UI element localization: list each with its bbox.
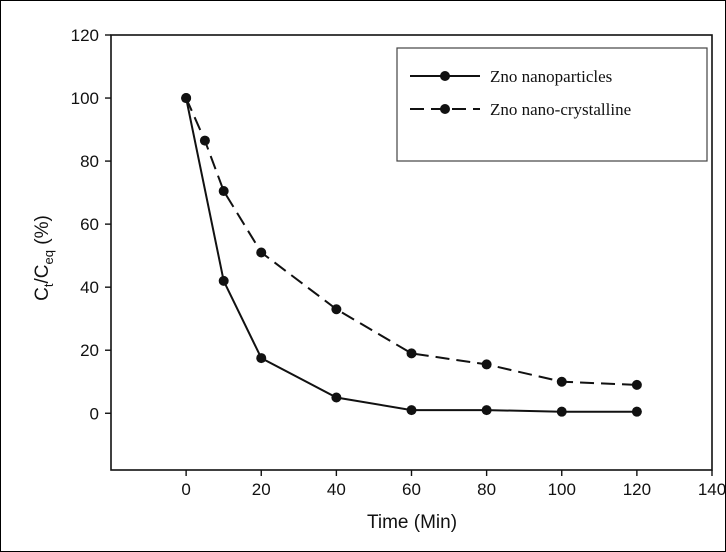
data-point bbox=[481, 359, 492, 370]
legend-marker-nanocrystalline bbox=[440, 104, 450, 114]
x-tick-label: 80 bbox=[477, 480, 496, 499]
data-point bbox=[406, 348, 417, 359]
data-point bbox=[406, 405, 417, 416]
y-tick-label: 40 bbox=[80, 278, 99, 297]
y-tick-label: 120 bbox=[71, 26, 99, 45]
data-point bbox=[631, 406, 642, 417]
y-tick-label: 60 bbox=[80, 215, 99, 234]
legend-box bbox=[396, 47, 708, 162]
x-tick-label: 140 bbox=[698, 480, 726, 499]
x-tick-label: 20 bbox=[252, 480, 271, 499]
legend-label-nanoparticles: Zno nanoparticles bbox=[490, 67, 612, 86]
series-lines bbox=[185, 97, 637, 413]
x-tick-label: 120 bbox=[623, 480, 651, 499]
data-point bbox=[218, 186, 229, 197]
y-axis-label: Ct/Ceq (%) bbox=[32, 215, 56, 301]
x-tick-label: 60 bbox=[402, 480, 421, 499]
series-line-nanocrystalline bbox=[185, 97, 637, 386]
series-line-nanoparticles bbox=[185, 97, 637, 413]
data-point bbox=[556, 376, 567, 387]
data-point bbox=[181, 93, 192, 104]
x-tick-label: 40 bbox=[327, 480, 346, 499]
data-point bbox=[631, 379, 642, 390]
data-point bbox=[481, 405, 492, 416]
data-point bbox=[331, 304, 342, 315]
y-tick-label: 0 bbox=[90, 404, 99, 423]
tick-labels: 0 20 40 60 80 100 120 140 0 20 40 60 80 100 120 bbox=[71, 26, 726, 499]
axes bbox=[105, 34, 713, 476]
data-point bbox=[556, 406, 567, 417]
data-point bbox=[218, 275, 229, 286]
y-tick-label: 80 bbox=[80, 152, 99, 171]
data-point bbox=[199, 135, 210, 146]
x-axis-label: Time (Min) bbox=[367, 512, 457, 533]
x-tick-label: 0 bbox=[181, 480, 190, 499]
legend-label-nanocrystalline: Zno nano-crystalline bbox=[490, 100, 631, 119]
y-tick-label: 20 bbox=[80, 341, 99, 360]
data-point bbox=[256, 353, 267, 364]
data-point bbox=[331, 392, 342, 403]
x-tick-label: 100 bbox=[548, 480, 576, 499]
series-points bbox=[181, 93, 642, 417]
y-tick-label: 100 bbox=[71, 89, 99, 108]
legend: Zno nanoparticles Zno nano-crystalline bbox=[396, 47, 708, 162]
legend-marker-nanoparticles bbox=[440, 71, 450, 81]
data-point bbox=[256, 247, 267, 258]
